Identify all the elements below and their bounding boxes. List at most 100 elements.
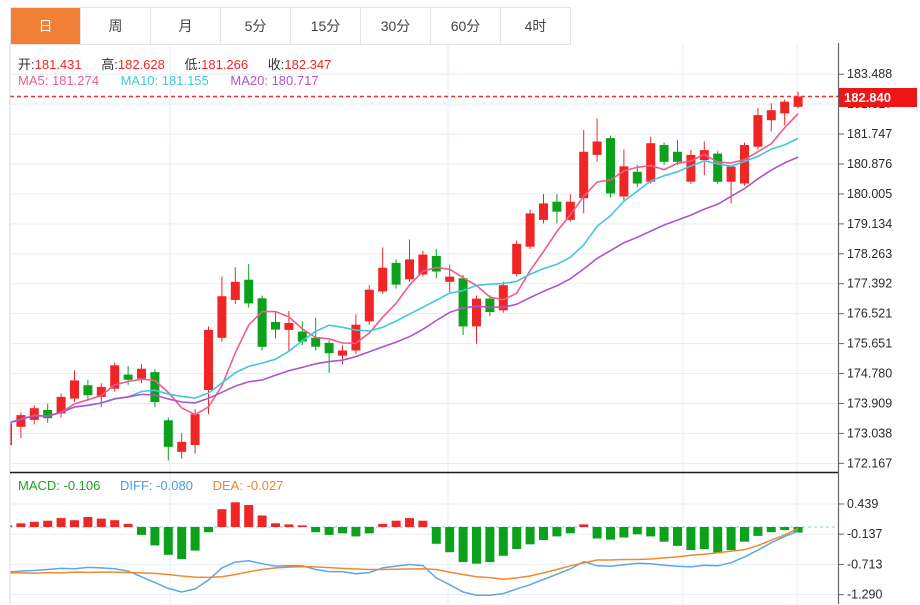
price-tick-label: 174.780 <box>847 367 892 381</box>
candle <box>70 380 79 399</box>
candle <box>498 285 508 311</box>
candle <box>659 145 669 162</box>
price-tick-label: 173.909 <box>847 397 892 411</box>
macd-bar <box>632 527 642 535</box>
macd-tick-label: -0.713 <box>847 557 882 571</box>
candle <box>110 365 120 389</box>
candle <box>753 115 763 147</box>
tab-4hour[interactable]: 4时 <box>501 8 570 44</box>
macd-bar <box>418 520 428 527</box>
macd-histogram <box>10 502 803 564</box>
candle <box>632 171 642 184</box>
macd-bar <box>284 524 294 527</box>
candle <box>284 323 294 330</box>
macd-bar <box>190 527 200 551</box>
macd-bar <box>70 520 79 527</box>
candle <box>606 138 615 194</box>
macd-bar <box>391 520 401 527</box>
macd-bar <box>606 527 615 540</box>
macd-bar <box>539 527 548 541</box>
macd-bar <box>96 518 106 527</box>
candle <box>10 423 12 446</box>
macd-bar <box>150 527 160 546</box>
macd-bar <box>740 527 749 542</box>
macd-bar <box>244 505 254 527</box>
macd-bar <box>230 502 240 527</box>
macd-bar <box>10 525 12 527</box>
macd-bar <box>565 527 575 534</box>
candle <box>740 145 749 184</box>
price-tick-label: 172.167 <box>847 456 892 470</box>
grid <box>10 43 838 604</box>
macd-bar <box>56 518 66 527</box>
tab-60min[interactable]: 60分 <box>431 8 501 44</box>
price-axis: 183.488182.617181.747180.876180.005179.1… <box>838 67 892 602</box>
macd-bar <box>485 527 495 563</box>
macd-bar <box>83 517 93 527</box>
ma20-line <box>10 156 799 424</box>
price-tick-label: 180.005 <box>847 187 892 201</box>
macd-bar <box>552 527 562 537</box>
tab-week[interactable]: 周 <box>81 8 151 44</box>
ma-lines <box>10 113 799 424</box>
macd-bar <box>699 527 709 549</box>
current-price-tag: 182.840 <box>839 88 917 107</box>
price-tick-label: 179.134 <box>847 217 892 231</box>
macd-bar <box>713 527 723 554</box>
price-tick-label: 176.521 <box>847 307 892 321</box>
candle <box>257 298 267 347</box>
candle <box>525 213 535 247</box>
candle <box>244 279 254 304</box>
macd-bar <box>525 527 535 545</box>
candle <box>378 267 388 292</box>
macd-lines <box>10 527 799 596</box>
macd-bar <box>673 527 682 546</box>
candle <box>592 141 602 155</box>
macd-bar <box>780 527 790 531</box>
macd-bar <box>726 527 736 551</box>
candle <box>150 372 160 402</box>
tab-day[interactable]: 日 <box>11 8 81 44</box>
candle <box>217 296 227 338</box>
macd-bar <box>364 527 374 534</box>
price-tick-label: 181.747 <box>847 127 892 141</box>
candle <box>485 298 495 312</box>
macd-bar <box>257 515 267 527</box>
candle <box>726 166 736 182</box>
dea-line <box>10 527 799 580</box>
tab-5min[interactable]: 5分 <box>221 8 291 44</box>
price-tick-label: 180.876 <box>847 157 892 171</box>
candle <box>405 259 414 280</box>
candle <box>418 254 428 275</box>
macd-bar <box>659 527 669 542</box>
tab-month[interactable]: 月 <box>151 8 221 44</box>
candles <box>10 91 803 461</box>
candle <box>297 331 307 342</box>
macd-bar <box>311 527 321 533</box>
candle <box>472 298 481 327</box>
candle <box>271 322 280 330</box>
candle <box>43 410 53 419</box>
price-tick-label: 175.651 <box>847 337 892 351</box>
macd-bar <box>123 523 133 527</box>
macd-bar <box>351 527 361 537</box>
diff-line <box>10 530 799 596</box>
tab-30min[interactable]: 30分 <box>361 8 431 44</box>
macd-bar <box>297 525 307 527</box>
candle <box>230 281 240 300</box>
candle <box>552 201 562 212</box>
price-tick-label: 178.263 <box>847 247 892 261</box>
candle <box>137 368 146 379</box>
macd-bar <box>217 509 227 527</box>
macd-bar <box>324 527 334 535</box>
macd-bar <box>619 527 629 538</box>
price-tick-label: 183.488 <box>847 67 892 81</box>
candle <box>311 337 321 347</box>
tab-15min[interactable]: 15分 <box>291 8 361 44</box>
macd-bar <box>163 527 173 555</box>
macd-bar <box>43 520 53 527</box>
macd-bar <box>445 527 455 553</box>
candle <box>565 201 575 220</box>
